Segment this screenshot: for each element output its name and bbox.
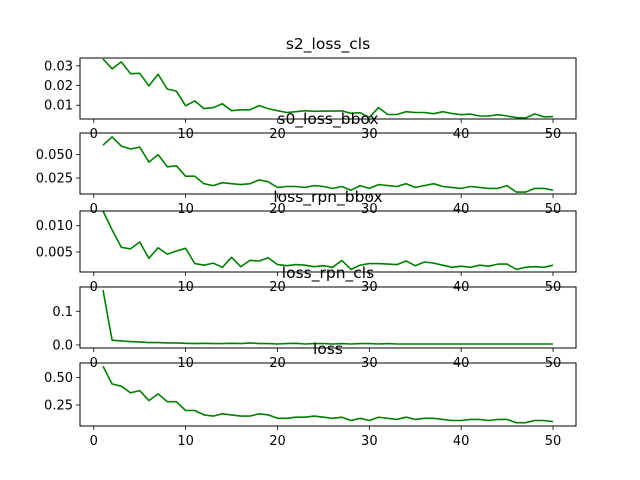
series-line bbox=[102, 210, 554, 271]
x-tick-label: 30 bbox=[361, 434, 378, 449]
x-tick-label: 0 bbox=[90, 434, 98, 449]
x-tick-label: 30 bbox=[361, 127, 378, 142]
x-tick-label: 10 bbox=[177, 127, 194, 142]
x-tick-label: 40 bbox=[453, 202, 470, 217]
y-tick-label: 0.005 bbox=[36, 246, 73, 261]
subplot-2: 0 10 20 30 40 50 0.025 0.050 s0_loss_bbox bbox=[36, 110, 577, 217]
x-tick-label: 20 bbox=[269, 434, 286, 449]
x-tick-label: 40 bbox=[453, 434, 470, 449]
x-tick-label: 0 bbox=[90, 127, 98, 142]
axes-frame bbox=[79, 210, 577, 273]
x-tick-label: 50 bbox=[545, 202, 562, 217]
axes-frame bbox=[79, 57, 577, 120]
y-tick-label: 0.025 bbox=[36, 172, 73, 187]
axes-frame bbox=[79, 362, 577, 427]
series-line bbox=[102, 289, 553, 345]
y-tick-label: 0.1 bbox=[52, 305, 73, 320]
series-line bbox=[102, 58, 554, 119]
x-tick-label: 40 bbox=[453, 127, 470, 142]
y-tick-label: 0.25 bbox=[44, 399, 73, 414]
x-tick-label: 30 bbox=[361, 202, 378, 217]
y-tick-label: 0.0 bbox=[52, 338, 73, 353]
subplot-title: loss_rpn_cls bbox=[282, 264, 374, 283]
subplot-3: 0 10 20 30 40 50 0.005 0.010 loss_rpn_bbox bbox=[36, 188, 577, 295]
y-tick-label: 0.02 bbox=[44, 79, 73, 94]
axes-frame bbox=[79, 286, 577, 349]
series-line bbox=[102, 365, 554, 424]
y-tick-label: 0.50 bbox=[44, 371, 73, 386]
y-tick-label: 0.01 bbox=[44, 99, 73, 114]
subplot-title: s2_loss_cls bbox=[286, 35, 370, 54]
subplot-title: loss bbox=[313, 340, 343, 358]
x-tick-label: 10 bbox=[177, 434, 194, 449]
x-tick-label: 10 bbox=[177, 202, 194, 217]
y-tick-label: 0.050 bbox=[36, 148, 73, 163]
x-tick-label: 50 bbox=[545, 127, 562, 142]
subplot-1: 0 10 20 30 40 50 0.01 0.02 0.03 s2_loss_cls bbox=[44, 35, 577, 142]
x-tick-label: 50 bbox=[545, 434, 562, 449]
subplot-title: s0_loss_bbox bbox=[277, 110, 378, 129]
axes-frame bbox=[79, 132, 577, 195]
series-line bbox=[102, 136, 554, 193]
x-tick-label: 20 bbox=[269, 127, 286, 142]
subplot-stack: 0 10 20 30 40 50 0.01 0.02 0.03 s2_loss_cls 0 10 20 3… bbox=[36, 35, 577, 449]
y-tick-label: 0.010 bbox=[36, 219, 73, 234]
y-tick-label: 0.03 bbox=[44, 59, 73, 74]
subplot-title: loss_rpn_bbox bbox=[273, 188, 382, 207]
x-tick-label: 0 bbox=[90, 202, 98, 217]
subplot-5: 0 10 20 30 40 50 0.25 0.50 loss bbox=[44, 340, 577, 449]
x-tick-label: 20 bbox=[269, 202, 286, 217]
